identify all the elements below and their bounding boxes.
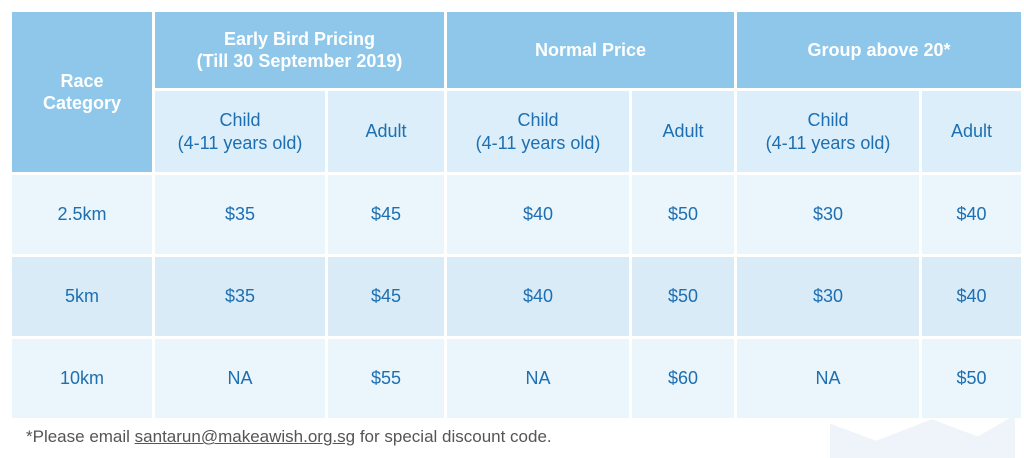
race-category-header: Race Category bbox=[12, 12, 152, 172]
price-cell: $30 bbox=[737, 175, 920, 254]
header-row-groups: Race Category Early Bird Pricing (Till 3… bbox=[12, 12, 1022, 172]
race-category-line2: Category bbox=[42, 93, 122, 113]
child-label: Child bbox=[517, 109, 559, 130]
normal-price-title: Normal Price bbox=[534, 40, 647, 60]
price-cell: NA bbox=[737, 339, 920, 418]
price-cell: $40 bbox=[922, 175, 1022, 254]
pricing-table: Race Category Early Bird Pricing (Till 3… bbox=[9, 9, 1024, 421]
group-header-normal: Normal Price bbox=[447, 12, 735, 88]
subheader-adult: Adult bbox=[632, 91, 735, 172]
price-cell: $40 bbox=[922, 257, 1022, 336]
price-cell: $55 bbox=[328, 339, 445, 418]
table-row: 2.5km $35 $45 $40 $50 $30 $40 bbox=[12, 175, 1022, 254]
group-header-early-bird: Early Bird Pricing (Till 30 September 20… bbox=[155, 12, 445, 88]
child-age: (4-11 years old) bbox=[475, 132, 601, 153]
child-label: Child bbox=[807, 109, 849, 130]
price-cell: $50 bbox=[632, 257, 735, 336]
child-age: (4-11 years old) bbox=[177, 132, 303, 153]
price-cell: $50 bbox=[922, 339, 1022, 418]
decorative-shape bbox=[830, 415, 1015, 458]
child-age: (4-11 years old) bbox=[765, 132, 891, 153]
subheader-child: Child (4-11 years old) bbox=[155, 91, 325, 172]
price-cell: $45 bbox=[328, 257, 445, 336]
header-row-sub: Child (4-11 years old) Adult Child (4-11 y… bbox=[12, 91, 1022, 172]
footnote: *Please email santarun@makeawish.org.sg … bbox=[26, 427, 552, 447]
price-cell: NA bbox=[155, 339, 325, 418]
price-cell: NA bbox=[447, 339, 630, 418]
email-link[interactable]: santarun@makeawish.org.sg bbox=[134, 427, 356, 446]
price-cell: $35 bbox=[155, 257, 325, 336]
subheader-child: Child (4-11 years old) bbox=[447, 91, 630, 172]
footnote-suffix: for special discount code. bbox=[355, 427, 552, 446]
row-category: 10km bbox=[12, 339, 152, 418]
row-category: 2.5km bbox=[12, 175, 152, 254]
early-bird-date: (Till 30 September 2019) bbox=[196, 51, 403, 71]
price-cell: $30 bbox=[737, 257, 920, 336]
group-header-group: Group above 20* bbox=[737, 12, 1022, 88]
subheader-adult: Adult bbox=[328, 91, 445, 172]
price-cell: $50 bbox=[632, 175, 735, 254]
price-cell: $40 bbox=[447, 175, 630, 254]
footnote-prefix: *Please email bbox=[26, 427, 135, 446]
price-cell: $45 bbox=[328, 175, 445, 254]
price-cell: $35 bbox=[155, 175, 325, 254]
price-cell: $60 bbox=[632, 339, 735, 418]
row-category: 5km bbox=[12, 257, 152, 336]
group-price-title: Group above 20* bbox=[807, 40, 951, 60]
subheader-adult: Adult bbox=[922, 91, 1022, 172]
table-row: 10km NA $55 NA $60 NA $50 bbox=[12, 339, 1022, 418]
early-bird-title: Early Bird Pricing bbox=[223, 29, 376, 49]
subheader-child: Child (4-11 years old) bbox=[737, 91, 920, 172]
price-cell: $40 bbox=[447, 257, 630, 336]
race-category-line1: Race bbox=[60, 71, 104, 91]
child-label: Child bbox=[219, 109, 261, 130]
table-row: 5km $35 $45 $40 $50 $30 $40 bbox=[12, 257, 1022, 336]
